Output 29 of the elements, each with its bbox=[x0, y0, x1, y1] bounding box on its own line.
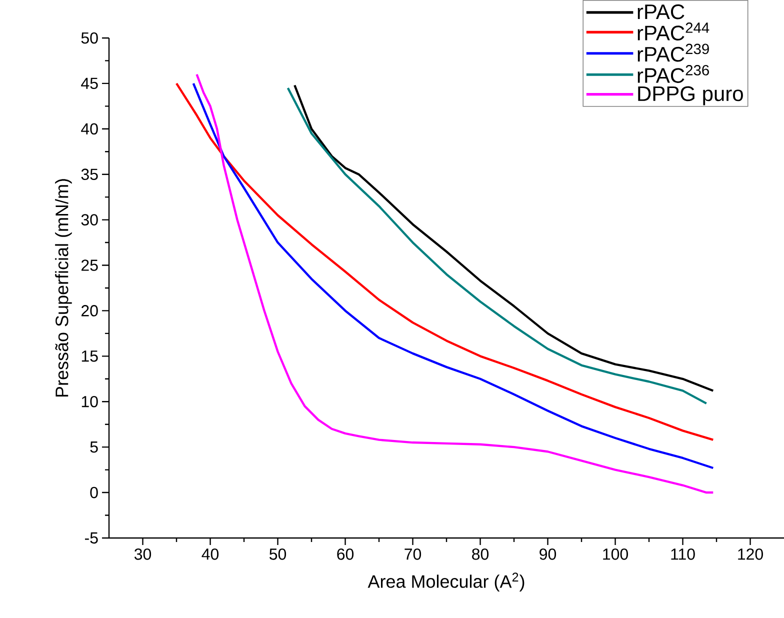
x-tick-label: 110 bbox=[671, 548, 695, 560]
legend-label: rPAC bbox=[638, 4, 684, 20]
x-tick-label: 30 bbox=[134, 548, 152, 560]
x-tick-label: 50 bbox=[270, 548, 286, 560]
legend-label: rPAC$^{236}$ bbox=[638, 65, 709, 83]
legend-label: rPAC$^{244}$ bbox=[638, 22, 710, 40]
x-tick-label: 70 bbox=[404, 548, 422, 560]
x-axis-title: Area Molecular (A$^{2}$) bbox=[368, 572, 524, 592]
y-tick-label: 35 bbox=[81, 168, 98, 180]
y-tick-label: 45 bbox=[81, 78, 98, 90]
y-tick-label: 25 bbox=[82, 260, 98, 271]
y-tick-label: 40 bbox=[81, 123, 98, 135]
y-tick-label: 50 bbox=[81, 32, 98, 44]
x-tick-label: 60 bbox=[337, 548, 354, 560]
y-tick-label: 5 bbox=[90, 441, 98, 453]
legend-label: DPPG puro bbox=[638, 86, 743, 106]
y-tick-label: 0 bbox=[90, 486, 98, 498]
y-tick-label: -5 bbox=[84, 532, 98, 544]
x-tick-label: 100 bbox=[603, 548, 628, 560]
y-tick-label: 15 bbox=[82, 350, 98, 362]
y-tick-label: 10 bbox=[82, 396, 98, 408]
x-tick-label: 90 bbox=[540, 548, 556, 560]
x-tick-label: 80 bbox=[472, 548, 489, 560]
x-tick-label: 40 bbox=[202, 548, 219, 560]
legend-label: rPAC$^{239}$ bbox=[638, 44, 709, 62]
y-tick-label: 20 bbox=[82, 305, 98, 316]
y-tick-label: 30 bbox=[81, 214, 98, 226]
x-tick-label: 120 bbox=[738, 548, 763, 560]
y-axis-title: Pressão Superficial (mN/m) bbox=[55, 179, 72, 397]
